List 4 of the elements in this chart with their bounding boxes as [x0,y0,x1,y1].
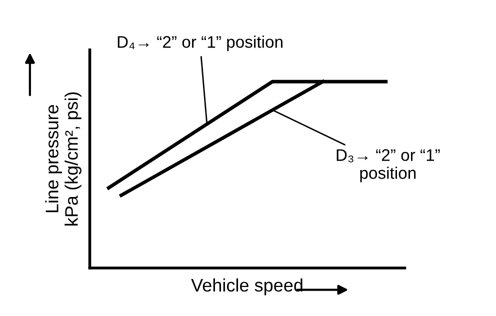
text: D₄→ “2” or “1” position [118,36,282,52]
y-axis-title: Line pressure kPa (kg/cm², psi) [45,92,82,226]
annotation: D₃→ “2” or “1” position [336,149,440,182]
x-axis-title: Vehicle speed [191,278,302,296]
